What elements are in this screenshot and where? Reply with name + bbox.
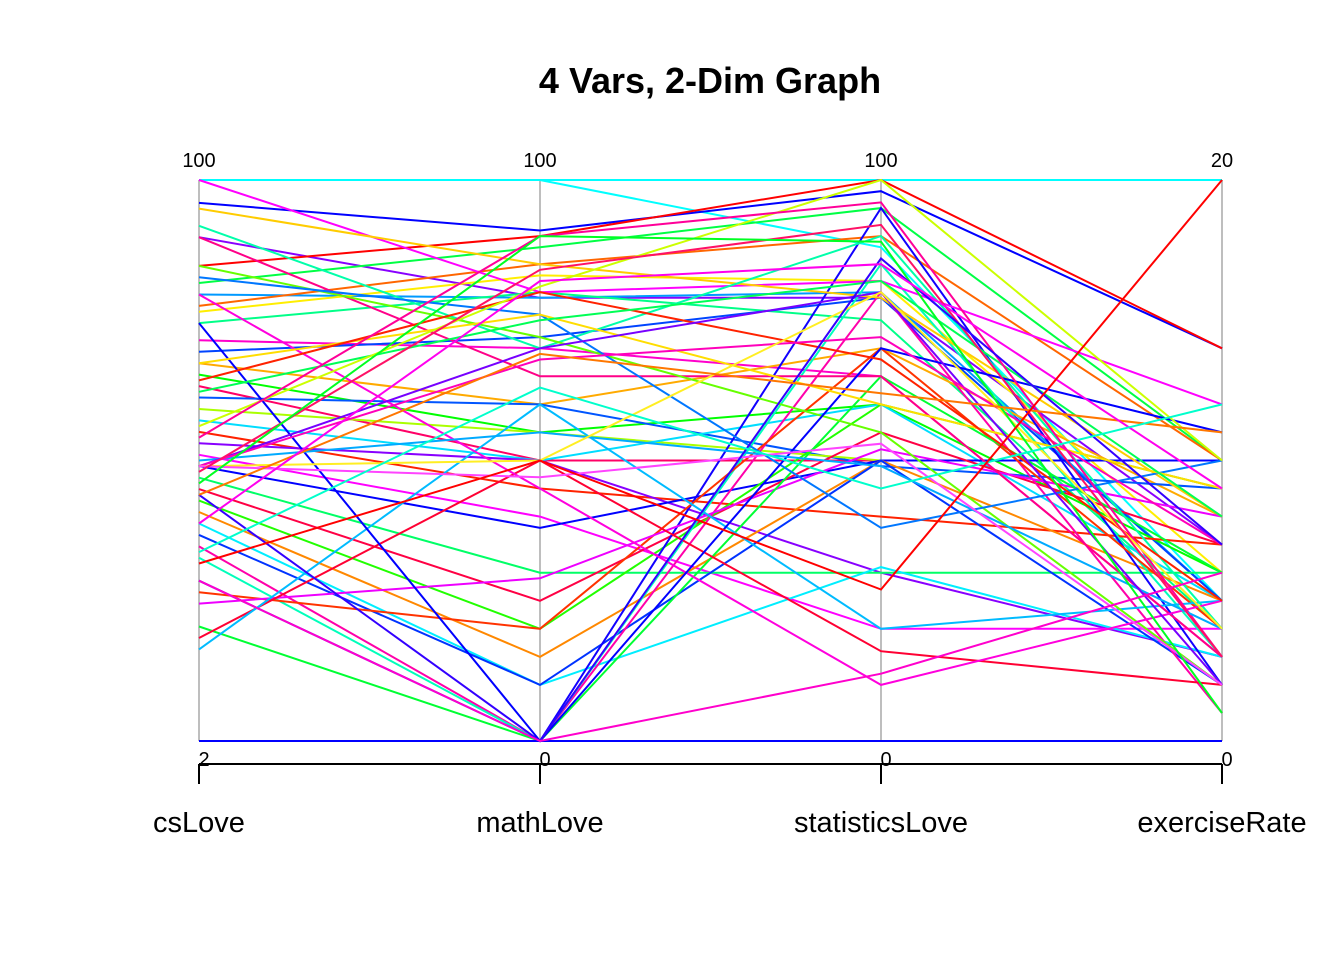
- series-line: [198, 235, 1223, 714]
- axis-name-label: csLove: [153, 807, 245, 839]
- series-line: [198, 223, 1223, 658]
- series-line: [198, 293, 1223, 686]
- series-line: [198, 386, 1223, 554]
- axis-max-label: 100: [864, 150, 897, 172]
- series-line: [198, 236, 1223, 546]
- series-lines: [198, 178, 1223, 743]
- series-line: [198, 431, 1223, 630]
- series-line: [198, 290, 1223, 630]
- axis-min-label: 0: [880, 749, 891, 771]
- axis-min-label: 2: [198, 749, 209, 771]
- chart-title: 4 Vars, 2-Dim Graph: [539, 60, 881, 101]
- series-line: [198, 257, 1223, 743]
- series-line: [198, 190, 1223, 350]
- series-line: [198, 322, 1223, 743]
- series-line: [198, 459, 1223, 686]
- series-line: [198, 522, 1223, 686]
- series-line: [199, 179, 1223, 602]
- axis-max-label: 20: [1211, 150, 1233, 172]
- series-line: [198, 571, 1223, 743]
- series-line: [198, 442, 1223, 686]
- series-line: [198, 375, 1223, 743]
- series-line: [198, 179, 1223, 591]
- series-line: [198, 448, 1223, 605]
- series-line: [198, 178, 1223, 462]
- series-line: [198, 264, 1223, 686]
- axis-name-label: mathLove: [476, 807, 603, 839]
- axes: 100 2 csLove 100 0 mathLove 100 0 statisticsLove…: [153, 150, 1307, 839]
- series-line: [198, 263, 1223, 525]
- axis-max-label: 100: [523, 150, 556, 172]
- series-line: [198, 403, 1223, 651]
- axis-max-label: 100: [182, 150, 215, 172]
- axis-name-label: statisticsLove: [794, 807, 968, 839]
- series-line: [198, 201, 1223, 658]
- series-line: [198, 291, 1223, 686]
- series-line: [198, 276, 1223, 529]
- axis-name-label: exerciseRate: [1137, 807, 1306, 839]
- series-line: [198, 207, 1223, 518]
- series-line: [198, 235, 1223, 462]
- series-line: [198, 224, 1223, 630]
- series-line: [198, 178, 1223, 350]
- series-line: [198, 207, 1223, 462]
- series-line: [198, 296, 1223, 602]
- series-line: [198, 274, 1223, 574]
- axis-min-label: 0: [1221, 749, 1232, 771]
- series-line: [198, 352, 1223, 496]
- axis-min-label: 0: [539, 749, 550, 771]
